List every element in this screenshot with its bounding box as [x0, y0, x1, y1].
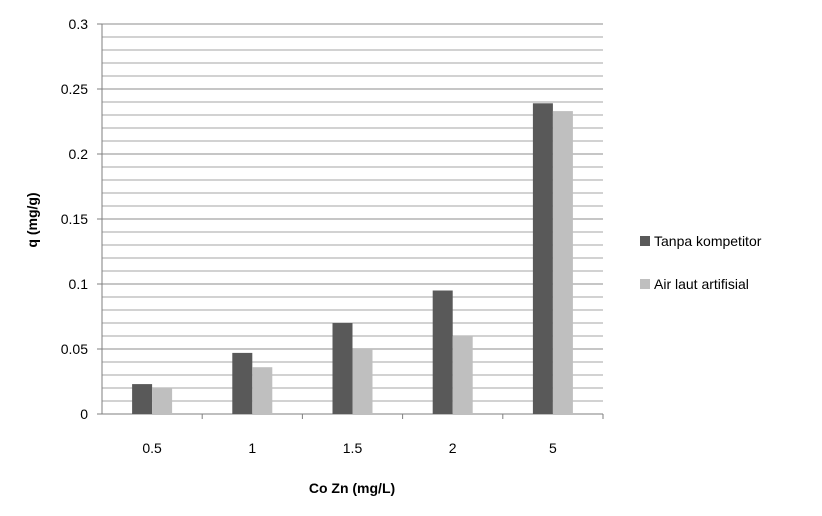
y-tick-label: 0.3 [69, 16, 89, 32]
bar-air-laut-artifisial-2 [352, 349, 373, 414]
bars [132, 103, 573, 415]
legend-swatch-0 [640, 236, 650, 246]
legend-label-0: Tanpa kompetitor [654, 233, 762, 249]
bar-tanpa-kompetitor-4 [532, 103, 553, 415]
bar-tanpa-kompetitor-2 [332, 323, 353, 414]
gridlines [102, 23, 603, 402]
y-axis-title: q (mg/g) [24, 192, 40, 247]
x-axis-title: Co Zn (mg/L) [309, 480, 395, 496]
y-tick-labels: 0 0.05 0.1 0.15 0.2 0.25 0.3 [61, 16, 88, 422]
x-tick-label: 1 [248, 440, 256, 456]
x-tick-label: 0.5 [142, 440, 162, 456]
legend-label-1: Air laut artifisial [654, 276, 749, 292]
y-tick-label: 0 [80, 406, 88, 422]
y-tick-label: 0.1 [69, 276, 89, 292]
bar-air-laut-artifisial-4 [552, 111, 573, 414]
y-tick-label: 0.2 [69, 146, 89, 162]
bar-tanpa-kompetitor-0 [132, 384, 153, 414]
bar-tanpa-kompetitor-1 [232, 352, 253, 414]
y-tick-label: 0.15 [61, 211, 88, 227]
y-tick-label: 0.25 [61, 81, 88, 97]
bar-air-laut-artifisial-0 [152, 388, 173, 414]
bar-air-laut-artifisial-3 [452, 336, 473, 414]
x-tick-labels: 0.5 1 1.5 2 5 [142, 440, 557, 456]
y-tick-label: 0.05 [61, 341, 88, 357]
bar-tanpa-kompetitor-3 [432, 290, 453, 414]
legend-swatch-1 [640, 279, 650, 289]
bar-air-laut-artifisial-1 [252, 367, 273, 414]
legend: Tanpa kompetitor Air laut artifisial [640, 233, 762, 292]
x-tick-label: 1.5 [343, 440, 363, 456]
x-tick-label: 2 [449, 440, 457, 456]
x-tick-label: 5 [549, 440, 557, 456]
